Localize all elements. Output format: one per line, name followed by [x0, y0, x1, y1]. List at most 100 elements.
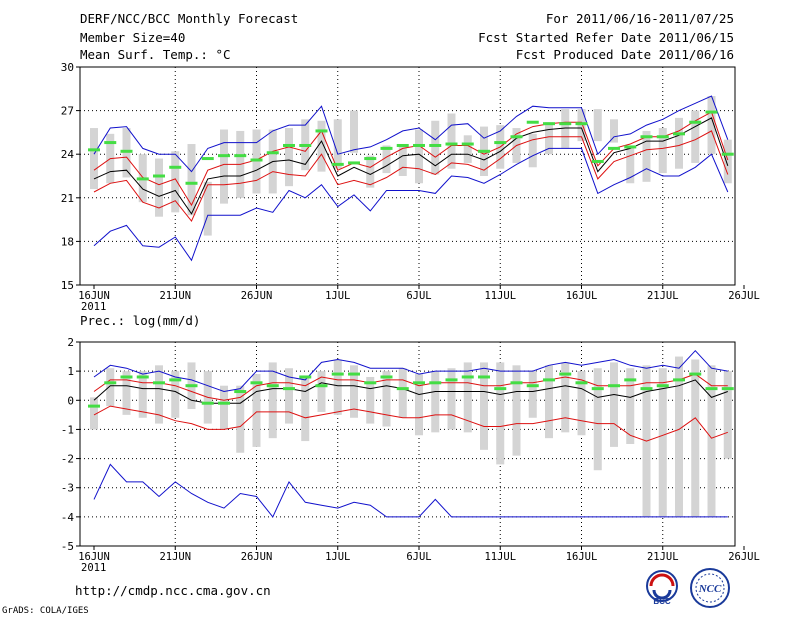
ncc-logo: NCC [690, 568, 730, 608]
series-line-0 [93, 95, 729, 173]
spread-bar [593, 109, 602, 142]
spread-bar [268, 362, 277, 439]
y-tick-label: -3 [61, 482, 74, 495]
spread-bar [187, 144, 196, 216]
spread-bar [707, 365, 716, 517]
series-line-4 [93, 463, 728, 518]
y-tick-label: 21 [61, 192, 74, 205]
y-tick-label: 18 [61, 235, 74, 248]
spread-bar [577, 371, 586, 436]
y-tick-label: -1 [61, 423, 74, 436]
spread-bar [723, 139, 732, 184]
y-tick-label: 15 [61, 279, 74, 292]
spread-bar [382, 145, 391, 174]
x-tick-label: 21JUN [159, 290, 191, 302]
spread-bar [415, 374, 423, 436]
spread-bar [658, 128, 667, 174]
x-tick-label: 26JUN [241, 290, 273, 302]
x-tick-label: 11JUL [484, 551, 516, 563]
y-tick-label: -5 [61, 540, 74, 553]
spread-bar [398, 144, 407, 176]
spread-bar [528, 371, 537, 418]
spread-bar [252, 374, 261, 447]
spread-bar [512, 365, 521, 456]
spread-bar [90, 128, 98, 190]
spread-bar [285, 128, 293, 187]
x-tick-label: 6JUL [406, 551, 431, 563]
series-line-2 [93, 117, 729, 215]
spread-bar [610, 362, 618, 447]
x-tick-label: 16JUN [78, 551, 110, 563]
spread-bar [675, 356, 683, 517]
spread-bar [301, 376, 310, 442]
x-tick-label: 21JUL [647, 290, 679, 302]
spread-bar [707, 96, 716, 155]
spread-bar [220, 129, 228, 204]
spread-bar [610, 119, 618, 143]
x-tick-label: 1JUL [325, 551, 350, 563]
source-url[interactable]: http://cmdp.ncc.cma.gov.cn [75, 583, 271, 598]
y-tick-label: 24 [61, 148, 75, 161]
forecast-produced-date: Fcst Produced Date 2011/06/16 [515, 47, 734, 62]
series-line-0 [93, 349, 728, 393]
series-line-3 [93, 130, 729, 223]
bcc-logo: BCC [646, 570, 678, 606]
spread-bar [545, 365, 553, 439]
spread-bar [561, 109, 570, 149]
plot-frame [79, 66, 736, 286]
spread-bar [431, 120, 440, 175]
spread-bar [90, 397, 98, 430]
spread-bar [155, 158, 163, 217]
spread-bar [236, 385, 245, 453]
y-tick-label: 0 [67, 394, 74, 407]
x-tick-label: 21JUN [159, 551, 191, 563]
spread-bar [723, 371, 732, 459]
x-tick-label: 16JUN [78, 290, 110, 302]
spread-bar [593, 368, 602, 471]
x-tick-label: 21JUL [647, 551, 679, 563]
series-line-4 [93, 147, 729, 262]
plot-frame [79, 341, 736, 547]
y-tick-label: 27 [61, 105, 74, 118]
spread-bar [317, 371, 326, 412]
spread-bar [463, 135, 472, 163]
spread-bar [496, 362, 505, 465]
ncc-logo-text: NCC [698, 583, 722, 595]
spread-bar [366, 155, 375, 188]
y-tick-label: 2 [67, 336, 74, 349]
x-year-label: 2011 [81, 562, 106, 574]
x-tick-label: 16JUL [566, 551, 598, 563]
forecast-period: For 2011/06/16-2011/07/25 [545, 11, 734, 26]
forecast-start-date: Fcst Started Refer Date 2011/06/15 [478, 30, 734, 45]
spread-bar [317, 120, 326, 172]
series-line-1 [93, 373, 728, 401]
spread-bar [658, 368, 667, 517]
spread-bar [350, 365, 358, 418]
spread-bar [642, 130, 651, 182]
spread-bar [691, 110, 700, 163]
variable-precipitation: Prec.: log(mm/d) [80, 313, 200, 328]
x-tick-label: 16JUL [566, 290, 598, 302]
spread-bar [382, 371, 391, 427]
spread-bar [431, 371, 440, 433]
y-tick-label: -2 [61, 453, 74, 466]
grads-credit: GrADS: COLA/IGES [2, 606, 89, 616]
spread-bar [691, 359, 700, 517]
series-line-3 [93, 405, 728, 442]
chart-panel-2: -5 -4 -3 -2 -1 0 1 2 16JUN 21JUN 26JUN 1JUL 6JUL 11JU… [61, 336, 760, 574]
spread-bar [415, 129, 423, 184]
chart-panel-1: 15 18 21 24 27 30 16JUN 21JUN 26JUN 1JUL 6JUL 11JUL… [61, 61, 760, 313]
y-tick-label: 1 [67, 365, 74, 378]
spread-bar [675, 117, 683, 169]
spread-bar [366, 376, 375, 424]
spread-bar [138, 371, 147, 418]
spread-bar [528, 133, 537, 168]
spread-bar [545, 122, 553, 155]
x-tick-label: 26JUL [728, 551, 760, 563]
x-year-label: 2011 [81, 301, 106, 313]
y-tick-label: -4 [61, 511, 75, 524]
spread-bar [155, 365, 163, 424]
spread-bar [626, 368, 635, 444]
x-tick-label: 11JUL [484, 290, 516, 302]
